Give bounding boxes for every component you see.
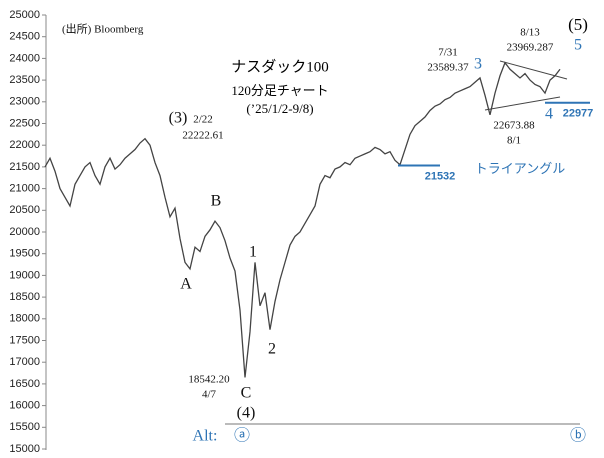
date-label: 8/1 [507,135,521,147]
y-tick-label: 17500 [9,334,40,346]
level-label: 21532 [425,170,456,182]
y-tick-label: 18500 [9,291,40,303]
y-tick-label: 19500 [9,248,40,260]
y-tick-label: 20000 [9,226,40,238]
y-tick-label: 24000 [9,52,40,64]
date-label: 4/7 [202,389,217,401]
y-tick-label: 21500 [9,161,40,173]
y-tick-label: 16500 [9,378,40,390]
y-tick-label: 17000 [9,356,40,368]
y-tick-label: 23500 [9,74,40,86]
period: (’25/1/2-9/8) [246,101,313,116]
wave-label: B [211,193,222,210]
y-tick-label: 24500 [9,31,40,43]
alt-wave: ⓑ [570,427,586,445]
wave-label: 3 [474,56,482,73]
price-label: 23969.287 [507,42,554,54]
wave-label: 1 [249,244,257,261]
y-tick-label: 15500 [9,421,40,433]
source: (出所) Bloomberg [62,22,144,36]
wave-label: (5) [568,15,588,34]
price-label: 18542.20 [188,374,230,386]
y-tick-label: 19000 [9,269,40,281]
price-label: 22673.88 [493,120,535,132]
alt-wave: ⓐ [234,427,250,445]
subtitle: 120分足チャート [231,83,328,98]
wave-label: A [180,276,192,293]
date-label: 8/13 [520,27,540,39]
wave-label: 2 [268,341,276,358]
wave-label: 4 [545,106,553,123]
y-tick-label: 22000 [9,139,40,151]
wave-label: (3) [169,110,188,127]
level-label: 22977 [563,108,594,120]
alt-label: Alt: [193,428,218,445]
price-label: 23589.37 [427,62,469,74]
title: ナスダック100 [231,58,329,75]
date-label: 2/22 [193,114,213,126]
y-tick-label: 15000 [9,443,40,455]
date-label: 7/31 [438,47,458,59]
price-label: 22222.61 [182,130,223,142]
pattern-label: トライアングル [475,161,565,176]
y-tick-label: 21000 [9,183,40,195]
y-tick-label: 25000 [9,9,40,21]
triangle-lower [484,96,561,111]
triangle-upper [499,60,568,80]
wave-label: C [241,385,252,402]
wave-label: (4) [237,405,256,422]
y-tick-label: 20500 [9,204,40,216]
y-tick-label: 16000 [9,400,40,412]
price-line [44,61,561,378]
y-tick-label: 22500 [9,117,40,129]
y-tick-label: 18000 [9,313,40,325]
wave-label: 5 [574,37,582,54]
y-tick-label: 23000 [9,96,40,108]
